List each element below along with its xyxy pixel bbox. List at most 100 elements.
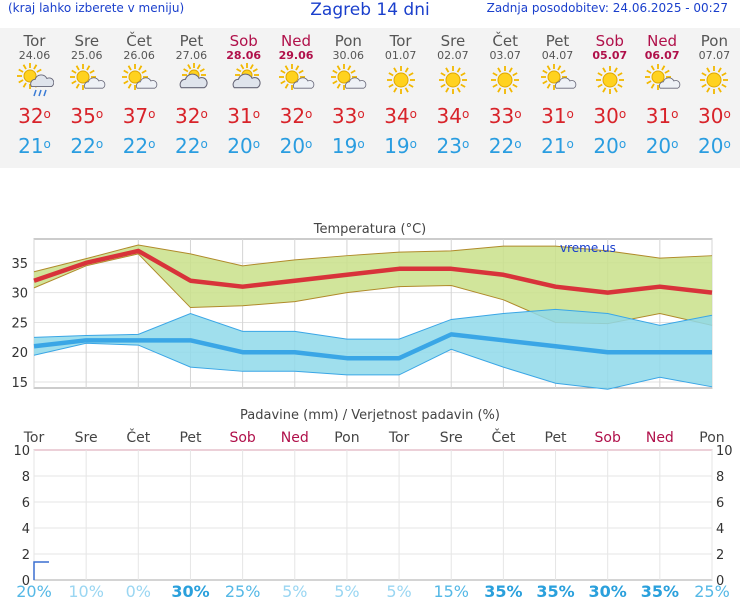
precip-probability: 20%	[16, 582, 52, 600]
precip-ytick-left: 8	[22, 470, 30, 485]
sun-cloud-rain-icon	[9, 62, 61, 100]
day-name: Pet	[545, 32, 570, 50]
temp-min: 23o	[436, 134, 470, 158]
temp-ytick: 30	[11, 287, 28, 302]
day-date: 04.07	[541, 49, 574, 62]
last-updated: Zadnja posodobitev: 24.06.2025 - 00:27	[486, 1, 728, 15]
sun-cloud-icon	[113, 62, 165, 100]
day-name: Tor	[23, 32, 46, 50]
temp-max: 31o	[541, 104, 574, 128]
day-name: Ned	[281, 32, 311, 50]
precip-day-label: Tor	[23, 430, 45, 446]
precip-ytick-right: 2	[716, 548, 724, 563]
temp-min: 19o	[331, 134, 365, 158]
sun-icon	[688, 62, 740, 100]
temp-min: 19o	[384, 134, 417, 158]
location-menu-hint[interactable]: (kraj lahko izberete v meniju)	[8, 1, 185, 15]
day-name: Sob	[229, 32, 258, 50]
precip-probability: 35%	[484, 582, 522, 600]
temp-chart-title: Temperatura (°C)	[313, 222, 426, 237]
precip-ytick-right: 6	[716, 496, 724, 511]
precip-day-label: Tor	[388, 430, 410, 446]
day-column: Pet 04.07 31o 21o	[532, 28, 584, 158]
day-name: Tor	[389, 32, 412, 50]
temp-max: 31o	[227, 104, 261, 128]
temp-ytick: 20	[11, 346, 28, 361]
precip-probability: 25%	[694, 582, 730, 600]
precip-ytick-right: 10	[716, 444, 733, 459]
sun-cloud-icon	[532, 62, 584, 100]
temp-min: 22o	[174, 134, 208, 158]
temp-max: 33o	[488, 104, 522, 128]
precip-probability: 30%	[589, 582, 627, 600]
day-name: Pon	[334, 32, 362, 50]
days-row: Tor 24.06 32o 21o Sre 25.06 35o 22o Čet 26.06 37o 2…	[0, 28, 740, 168]
day-column: Čet 03.07 33o 22o	[479, 28, 531, 158]
precip-probability: 15%	[433, 582, 469, 600]
temp-max: 30o	[593, 104, 627, 128]
day-column: Čet 26.06 37o 22o	[113, 28, 165, 158]
sun-cloud-icon	[322, 62, 374, 100]
precip-day-label: Sob	[229, 430, 255, 446]
precip-probability: 35%	[641, 582, 679, 600]
precip-day-label: Ned	[646, 430, 674, 446]
day-column: Ned 29.06 32o 20o	[270, 28, 322, 158]
precip-plot-area	[33, 449, 713, 581]
precip-probability: 0%	[126, 582, 151, 600]
precip-chart-title: Padavine (mm) / Verjetnost padavin (%)	[240, 408, 500, 423]
day-date: 01.07	[384, 49, 417, 62]
temp-min: 21o	[541, 134, 574, 158]
temp-min: 21o	[18, 134, 51, 158]
temp-min: 20o	[645, 134, 679, 158]
cloud-sun-icon	[218, 62, 270, 100]
sun-icon	[427, 62, 479, 100]
precip-ytick-right: 8	[716, 470, 724, 485]
day-date: 06.07	[644, 49, 680, 62]
temp-max: 32o	[18, 104, 51, 128]
day-name: Sob	[595, 32, 624, 50]
day-column: Tor 01.07 34o 19o	[375, 28, 427, 158]
temp-max: 35o	[70, 104, 104, 128]
temp-max: 32o	[174, 104, 208, 128]
cloud-sun-icon	[165, 62, 217, 100]
precip-ytick-left: 4	[22, 522, 30, 537]
day-name: Sre	[440, 32, 466, 50]
day-column: Sob 28.06 31o 20o	[218, 28, 270, 158]
day-column: Tor 24.06 32o 21o	[9, 28, 61, 158]
temp-min: 22o	[122, 134, 156, 158]
day-column: Pon 07.07 30o 20o	[688, 28, 740, 158]
precip-day-label: Pet	[545, 430, 568, 446]
sun-icon	[375, 62, 427, 100]
day-date: 05.07	[592, 49, 628, 62]
max-temp-line	[33, 248, 713, 295]
day-date: 26.06	[123, 49, 155, 62]
day-name: Sre	[74, 32, 100, 50]
precip-ytick-right: 4	[716, 522, 724, 537]
precip-ytick-right: 0	[716, 574, 724, 589]
temp-min: 20o	[697, 134, 731, 158]
temp-min: 20o	[279, 134, 313, 158]
precip-day-label: Čet	[126, 428, 150, 446]
precip-day-label: Pet	[179, 430, 202, 446]
precip-day-label: Sre	[440, 430, 463, 446]
precip-probability: 25%	[225, 582, 261, 600]
top-bar: (kraj lahko izberete v meniju) Zagreb 14…	[0, 0, 740, 22]
precip-ytick-left: 6	[22, 496, 30, 511]
day-column: Sre 25.06 35o 22o	[61, 28, 113, 158]
daily-forecast-panel: Tor 24.06 32o 21o Sre 25.06 35o 22o Čet 26.06 37o 2…	[0, 28, 740, 168]
max-range-band	[34, 244, 712, 326]
min-temp-line	[33, 332, 712, 361]
precip-ytick-left: 0	[22, 574, 30, 589]
precip-probability: 5%	[282, 582, 307, 600]
max-range-band-upper	[33, 244, 713, 273]
precip-day-label: Pon	[334, 430, 359, 446]
temp-max: 34o	[384, 104, 417, 128]
temp-ytick: 15	[11, 376, 28, 391]
day-name: Pon	[700, 32, 728, 50]
sun-icon	[479, 62, 531, 100]
day-date: 27.06	[175, 49, 208, 62]
temp-ytick: 35	[11, 257, 28, 272]
min-range-band-upper	[33, 308, 713, 340]
temp-min: 22o	[70, 134, 104, 158]
